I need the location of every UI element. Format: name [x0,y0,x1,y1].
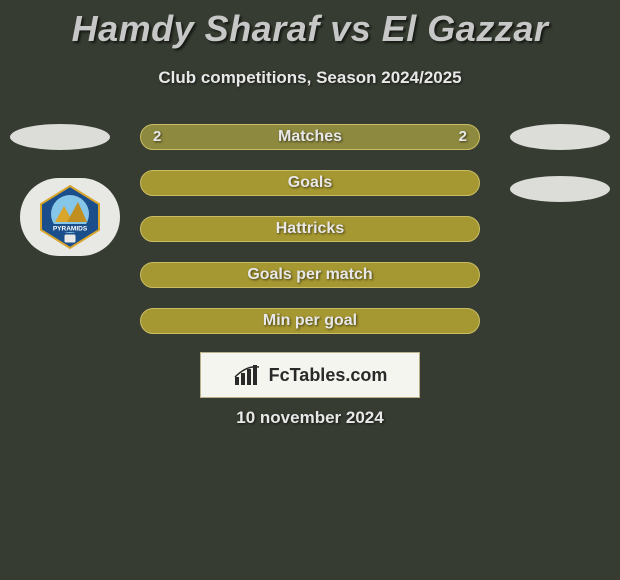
stat-rows: 2 Matches 2 Goals Hattricks Goals per ma… [140,124,480,354]
branding-box: FcTables.com [200,352,420,398]
stat-label: Hattricks [276,220,344,238]
branding-text: FcTables.com [269,365,388,386]
stat-row-hattricks: Hattricks [140,216,480,242]
stat-row-goals-per-match: Goals per match [140,262,480,288]
season-subtitle: Club competitions, Season 2024/2025 [0,68,620,88]
stat-label: Goals per match [247,266,372,284]
stat-row-min-per-goal: Min per goal [140,308,480,334]
player-right-placeholder-1 [510,124,610,150]
bars-icon [233,363,263,387]
stat-row-matches: 2 Matches 2 [140,124,480,150]
club-badge-left: PYRAMIDS [20,178,120,256]
stat-left-value: 2 [153,128,161,145]
svg-text:PYRAMIDS: PYRAMIDS [53,226,88,233]
comparison-title: Hamdy Sharaf vs El Gazzar [0,0,620,50]
pyramids-badge-icon: PYRAMIDS [31,182,109,252]
player-left-placeholder-1 [10,124,110,150]
snapshot-date: 10 november 2024 [0,408,620,428]
stat-row-goals: Goals [140,170,480,196]
stat-label: Matches [278,128,342,146]
stat-label: Goals [288,174,332,192]
stat-right-value: 2 [459,128,467,145]
stat-label: Min per goal [263,312,357,330]
player-right-placeholder-2 [510,176,610,202]
